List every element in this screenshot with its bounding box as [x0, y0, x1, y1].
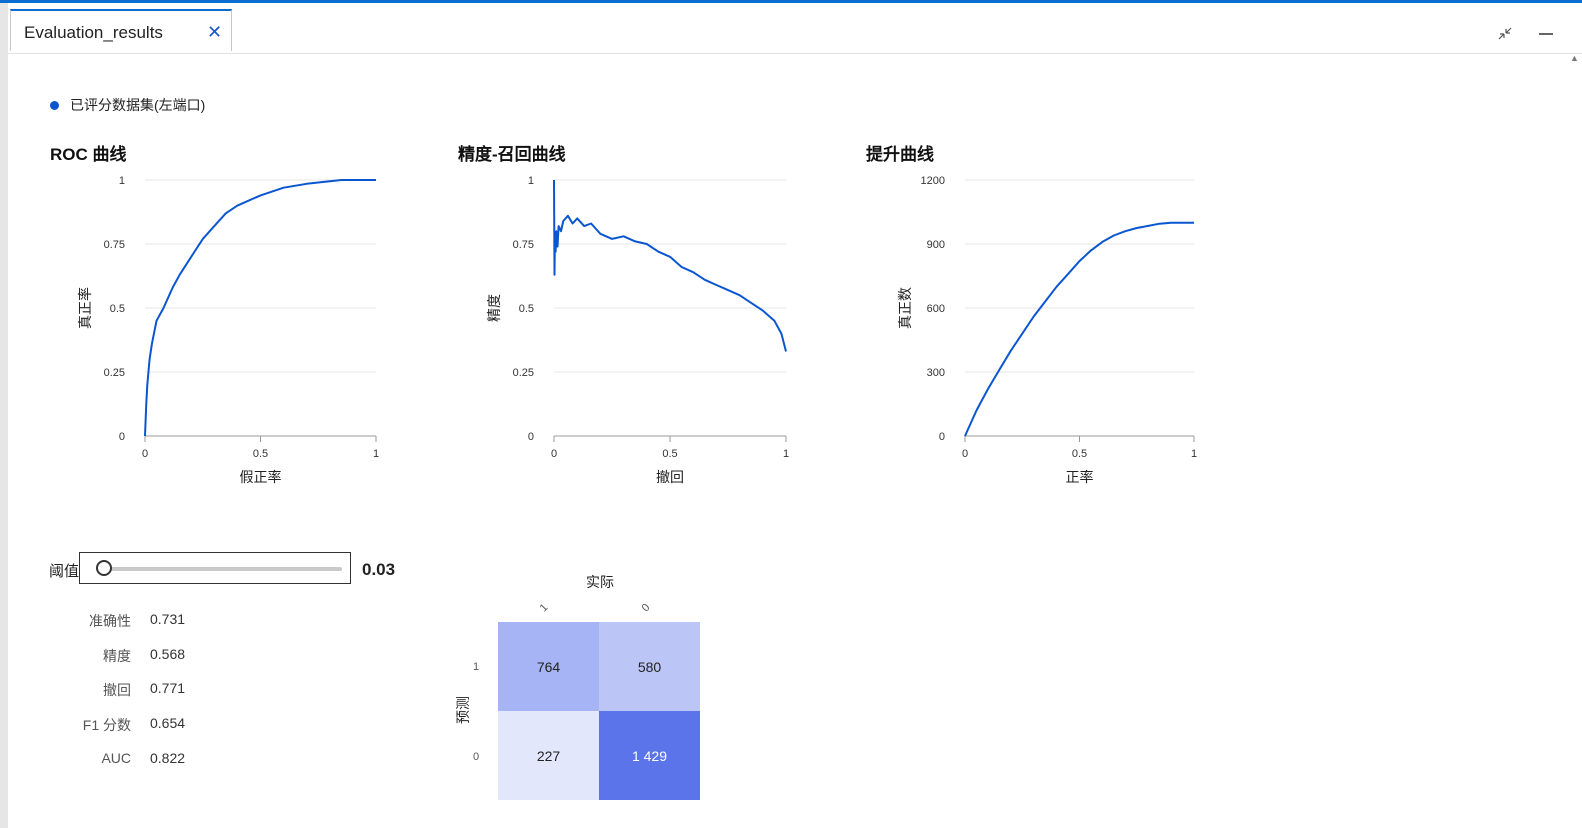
tab-evaluation-results[interactable]: Evaluation_results ✕ [10, 9, 232, 51]
confusion-row-label: 1 [473, 661, 480, 673]
tab-strip: Evaluation_results ✕ [8, 3, 1582, 54]
metric-value-precision: 0.568 [150, 646, 186, 662]
legend: 已评分数据集(左端口) [50, 95, 205, 115]
x-tick-label: 0.5 [253, 448, 268, 460]
shrink-icon[interactable] [1496, 25, 1514, 48]
y-tick-label: 0.75 [513, 239, 534, 251]
roc-chart-title: ROC 曲线 [50, 145, 127, 164]
confusion-col-label: 0 [639, 601, 653, 615]
confusion-row-label: 0 [473, 751, 480, 763]
slider-track [98, 567, 342, 571]
y-tick-label: 0.75 [104, 239, 125, 251]
x-tick-label: 1 [1191, 448, 1197, 460]
y-tick-label: 1 [528, 175, 534, 187]
series-line [144, 179, 376, 437]
metric-name-f1: F1 分数 [82, 717, 131, 733]
confusion-cell-tp: 764 [498, 622, 599, 711]
confusion-predicted-label: 预测 [455, 696, 471, 724]
roc-chart: 0 0.25 0.5 0.75 1 0 0.5 1 假正率 真正率 [77, 175, 379, 485]
x-axis-label: 正率 [1066, 469, 1094, 485]
y-tick-label: 1 [119, 175, 125, 187]
precision-recall-chart: 0 0.25 0.5 0.75 1 0 0.5 1 撤回 精度 [486, 175, 789, 485]
x-tick-label: 1 [783, 448, 789, 460]
legend-label: 已评分数据集(左端口) [70, 97, 206, 113]
x-tick-label: 0.5 [1072, 448, 1087, 460]
metric-name-auc: AUC [101, 750, 131, 766]
minimize-icon[interactable] [1538, 25, 1554, 48]
y-axis-label: 精度 [486, 294, 502, 322]
y-tick-label: 900 [927, 239, 945, 251]
y-axis-label: 真正数 [897, 287, 913, 329]
y-tick-label: 0.5 [519, 303, 534, 315]
series-line [553, 179, 787, 352]
tab-title: Evaluation_results [24, 23, 163, 42]
threshold-slider[interactable] [79, 552, 351, 584]
x-tick-label: 0 [962, 448, 968, 460]
threshold-label: 阈值 [49, 563, 80, 580]
metric-value-f1: 0.654 [150, 715, 186, 731]
confusion-col-label: 1 [537, 601, 551, 615]
lift-chart: 0 300 600 900 1200 0 0.5 1 正率 真正数 [897, 175, 1197, 485]
threshold-value: 0.03 [362, 560, 396, 579]
confusion-cell-fp: 580 [599, 622, 700, 711]
legend-dot-icon [50, 100, 59, 110]
y-tick-label: 0.25 [513, 367, 534, 379]
metric-name-recall: 撤回 [103, 682, 131, 698]
confusion-cell-fn: 227 [498, 711, 599, 800]
metric-value-recall: 0.771 [150, 680, 186, 696]
y-tick-label: 600 [927, 303, 945, 315]
y-tick-label: 0 [528, 431, 534, 443]
slider-thumb[interactable] [95, 560, 112, 576]
vertical-scrollbar[interactable]: ▲ [1568, 53, 1582, 828]
left-edge [0, 3, 8, 828]
x-tick-label: 1 [373, 448, 379, 460]
top-accent-bar [0, 0, 1582, 3]
y-axis-label: 真正率 [77, 287, 93, 329]
x-tick-label: 0 [142, 448, 148, 460]
y-tick-label: 300 [927, 367, 945, 379]
y-tick-label: 0.25 [104, 367, 125, 379]
confusion-cell-tn: 1 429 [599, 711, 700, 800]
scroll-up-icon[interactable]: ▲ [1570, 53, 1579, 63]
x-axis-label: 假正率 [240, 469, 282, 485]
y-tick-label: 0 [119, 431, 125, 443]
metric-name-precision: 精度 [103, 648, 131, 664]
metric-value-auc: 0.822 [150, 750, 186, 766]
y-tick-label: 1200 [921, 175, 945, 187]
x-tick-label: 0.5 [662, 448, 677, 460]
metric-value-accuracy: 0.731 [150, 611, 186, 627]
y-tick-label: 0 [939, 431, 945, 443]
x-tick-label: 0 [551, 448, 557, 460]
y-tick-label: 0.5 [110, 303, 125, 315]
confusion-actual-label: 实际 [586, 574, 614, 590]
metric-name-accuracy: 准确性 [89, 613, 131, 629]
series-line [964, 221, 1194, 437]
close-icon[interactable]: ✕ [207, 22, 223, 42]
lift-chart-title: 提升曲线 [866, 145, 934, 164]
x-axis-label: 撤回 [656, 469, 684, 485]
pr-chart-title: 精度-召回曲线 [458, 145, 566, 164]
